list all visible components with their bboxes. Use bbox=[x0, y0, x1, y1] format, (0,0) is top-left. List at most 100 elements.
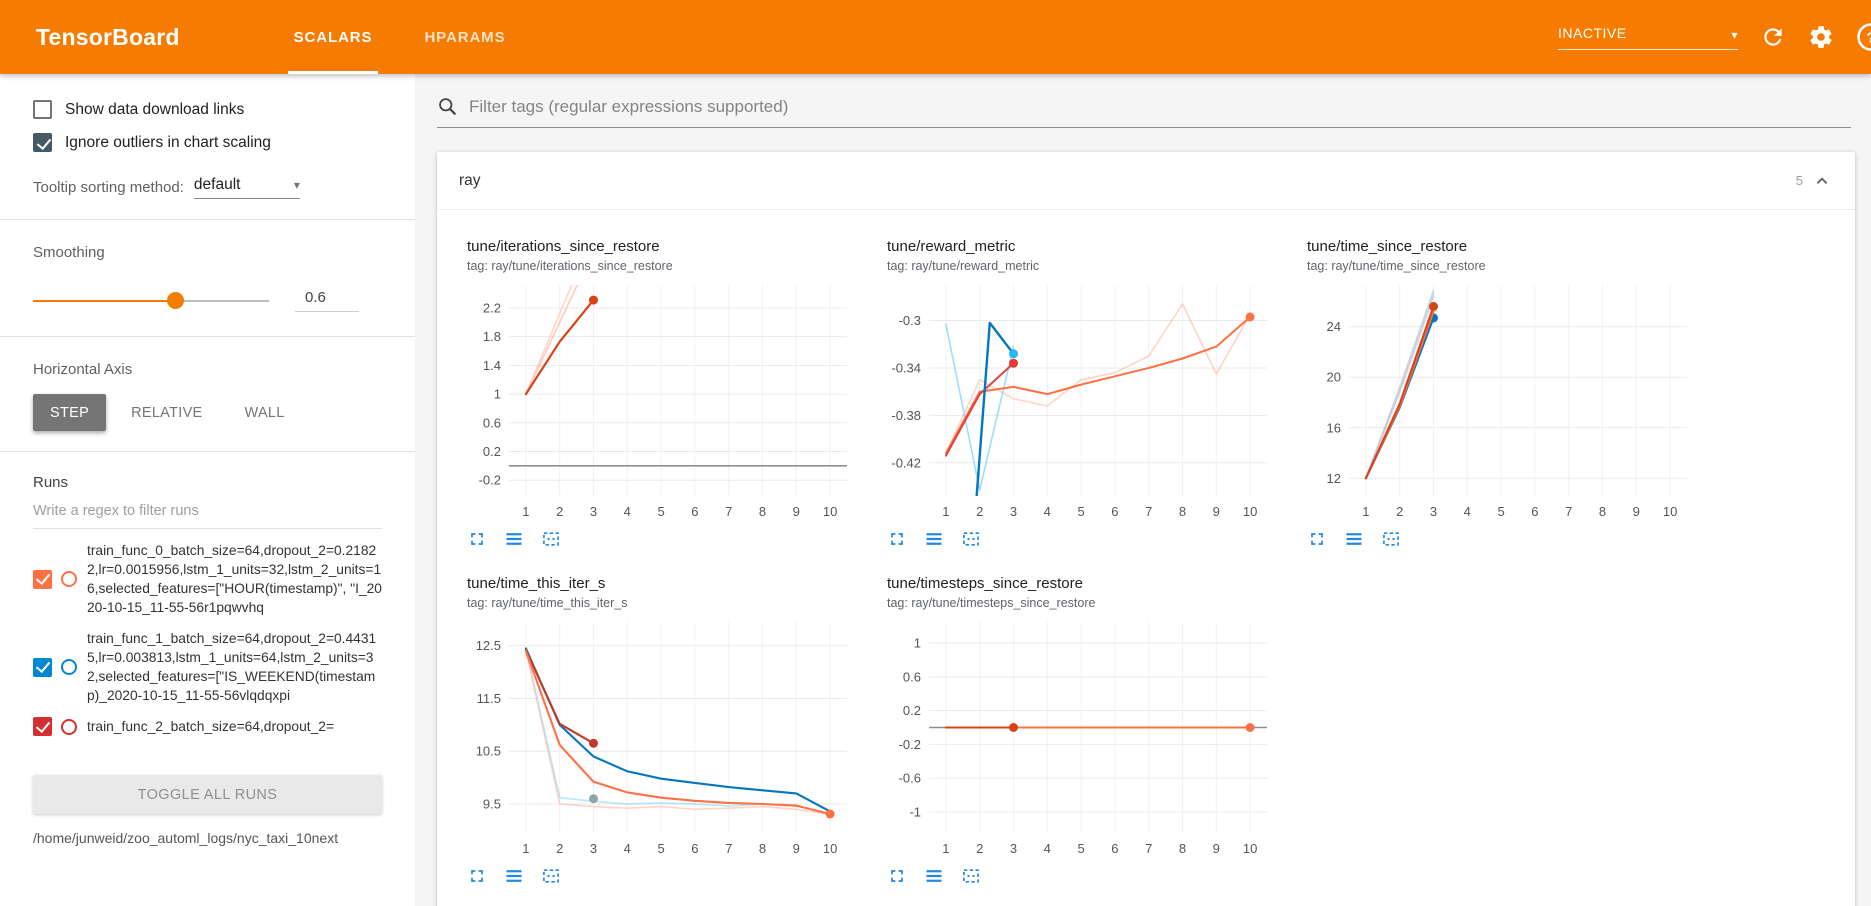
charts-grid: tune/iterations_since_restore tag: ray/t… bbox=[437, 210, 1855, 906]
pin-chart-icon[interactable] bbox=[961, 529, 981, 549]
svg-text:10: 10 bbox=[1243, 841, 1257, 856]
tooltip-sorting-value: default bbox=[193, 176, 241, 193]
axis-wall-button[interactable]: WALL bbox=[244, 404, 285, 421]
chart-tag: tag: ray/tune/time_since_restore bbox=[1307, 259, 1486, 273]
run-item[interactable]: train_func_2_batch_size=64,dropout_2= bbox=[33, 717, 382, 737]
run-item[interactable]: train_func_0_batch_size=64,dropout_2=0.2… bbox=[33, 541, 382, 617]
svg-text:4: 4 bbox=[1464, 504, 1471, 519]
run-checkbox[interactable] bbox=[33, 717, 52, 737]
pin-chart-icon[interactable] bbox=[541, 529, 561, 549]
chart-card: tune/time_this_iter_s tag: ray/tune/time… bbox=[457, 575, 869, 886]
run-checkbox[interactable] bbox=[33, 657, 52, 677]
caret-down-icon: ▾ bbox=[1731, 27, 1738, 42]
svg-text:10.5: 10.5 bbox=[476, 744, 501, 759]
svg-text:3: 3 bbox=[1430, 504, 1437, 519]
checkbox-label: Show data download links bbox=[65, 100, 245, 118]
smoothing-value-input[interactable]: 0.6 bbox=[295, 289, 359, 312]
data-table-icon[interactable] bbox=[504, 866, 524, 886]
search-icon bbox=[437, 96, 458, 117]
svg-text:10: 10 bbox=[1243, 504, 1257, 519]
svg-text:7: 7 bbox=[1145, 841, 1152, 856]
svg-text:5: 5 bbox=[1077, 504, 1084, 519]
svg-text:-0.3: -0.3 bbox=[899, 313, 921, 328]
help-icon[interactable]: ? bbox=[1856, 22, 1871, 52]
toggle-all-runs-button[interactable]: TOGGLE ALL RUNS bbox=[33, 775, 382, 814]
tag-filter-input[interactable] bbox=[469, 96, 1851, 117]
chart-tag: tag: ray/tune/iterations_since_restore bbox=[467, 259, 673, 273]
run-radio[interactable] bbox=[61, 718, 77, 735]
status-dropdown[interactable]: INACTIVE ▾ bbox=[1558, 25, 1738, 50]
expand-chart-icon[interactable] bbox=[887, 866, 907, 886]
runs-filter-input[interactable] bbox=[33, 491, 382, 529]
svg-text:6: 6 bbox=[691, 841, 698, 856]
tab-scalars[interactable]: SCALARS bbox=[268, 0, 399, 74]
smoothing-slider[interactable] bbox=[33, 292, 269, 309]
checkbox-label: Ignore outliers in chart scaling bbox=[65, 133, 271, 151]
show-data-download-links-checkbox[interactable] bbox=[33, 100, 52, 119]
svg-text:0.6: 0.6 bbox=[483, 415, 501, 430]
svg-text:9: 9 bbox=[1633, 504, 1640, 519]
run-radio[interactable] bbox=[61, 659, 77, 676]
run-checkbox[interactable] bbox=[33, 569, 52, 589]
pin-chart-icon[interactable] bbox=[1381, 529, 1401, 549]
tab-hparams[interactable]: HPARAMS bbox=[424, 28, 506, 46]
axis-relative-button[interactable]: RELATIVE bbox=[131, 404, 203, 421]
scalar-line-chart[interactable]: -0.2 0.2 0.6 1 1.4 1.8 2.2 1 2 3 4 5 6 7 8 9 10 bbox=[457, 279, 857, 524]
run-radio[interactable] bbox=[61, 571, 77, 588]
scalar-line-chart[interactable]: -0.42 -0.38 -0.34 -0.3 1 2 3 4 5 6 7 8 9 10 bbox=[877, 279, 1277, 524]
svg-text:2: 2 bbox=[556, 841, 563, 856]
smoothing-slider-thumb[interactable] bbox=[166, 292, 184, 309]
expand-chart-icon[interactable] bbox=[467, 866, 487, 886]
svg-text:4: 4 bbox=[624, 841, 631, 856]
svg-text:2: 2 bbox=[976, 504, 983, 519]
svg-text:1: 1 bbox=[522, 841, 529, 856]
svg-text:3: 3 bbox=[590, 504, 597, 519]
svg-text:3: 3 bbox=[590, 841, 597, 856]
svg-text:5: 5 bbox=[657, 841, 664, 856]
tooltip-sorting-select[interactable]: default ▾ bbox=[193, 176, 300, 199]
expand-chart-icon[interactable] bbox=[887, 529, 907, 549]
horizontal-axis-label: Horizontal Axis bbox=[33, 361, 133, 378]
runs-list: train_func_0_batch_size=64,dropout_2=0.2… bbox=[33, 541, 382, 773]
scalar-line-chart[interactable]: -1 -0.6 -0.2 0.2 0.6 1 1 2 3 4 5 6 7 8 9 10 bbox=[877, 616, 1277, 861]
pin-chart-icon[interactable] bbox=[961, 866, 981, 886]
data-table-icon[interactable] bbox=[504, 529, 524, 549]
svg-text:3: 3 bbox=[1010, 504, 1017, 519]
svg-text:7: 7 bbox=[725, 841, 732, 856]
run-item[interactable]: train_func_1_batch_size=64,dropout_2=0.4… bbox=[33, 629, 382, 705]
settings-gear-icon[interactable] bbox=[1808, 24, 1834, 50]
svg-text:5: 5 bbox=[657, 504, 664, 519]
expand-chart-icon[interactable] bbox=[1307, 529, 1327, 549]
pin-chart-icon[interactable] bbox=[541, 866, 561, 886]
run-name: train_func_1_batch_size=64,dropout_2=0.4… bbox=[87, 631, 377, 704]
data-table-icon[interactable] bbox=[924, 866, 944, 886]
svg-text:4: 4 bbox=[1044, 841, 1051, 856]
data-table-icon[interactable] bbox=[1344, 529, 1364, 549]
scalar-line-chart[interactable]: 9.5 10.5 11.5 12.5 1 2 3 4 5 6 7 8 9 10 bbox=[457, 616, 857, 861]
tooltip-sorting-row: Tooltip sorting method: default ▾ bbox=[33, 176, 382, 199]
svg-text:7: 7 bbox=[1145, 504, 1152, 519]
log-directory-path: /home/junweid/zoo_automl_logs/nyc_taxi_1… bbox=[33, 830, 339, 846]
svg-text:6: 6 bbox=[1111, 841, 1118, 856]
svg-text:7: 7 bbox=[725, 504, 732, 519]
svg-text:6: 6 bbox=[1111, 504, 1118, 519]
chart-tag: tag: ray/tune/timesteps_since_restore bbox=[887, 596, 1096, 610]
svg-text:1: 1 bbox=[522, 504, 529, 519]
ignore-outliers-checkbox[interactable] bbox=[33, 133, 52, 152]
ignore-outliers-row[interactable]: Ignore outliers in chart scaling bbox=[33, 133, 382, 152]
chart-card: tune/time_since_restore tag: ray/tune/ti… bbox=[1297, 238, 1709, 549]
refresh-icon[interactable] bbox=[1760, 24, 1786, 50]
svg-text:24: 24 bbox=[1327, 319, 1341, 334]
axis-step-button[interactable]: STEP bbox=[33, 394, 107, 431]
svg-text:4: 4 bbox=[1044, 504, 1051, 519]
svg-text:9: 9 bbox=[1213, 841, 1220, 856]
tag-group-header[interactable]: ray 5 bbox=[437, 152, 1855, 210]
runs-section: Runs train_func_0_batch_size=64,dropout_… bbox=[0, 452, 415, 848]
data-table-icon[interactable] bbox=[924, 529, 944, 549]
show-data-download-links-row[interactable]: Show data download links bbox=[33, 100, 382, 119]
svg-text:11.5: 11.5 bbox=[477, 691, 501, 706]
chart-tag: tag: ray/tune/reward_metric bbox=[887, 259, 1040, 273]
collapse-chevron-icon[interactable] bbox=[1811, 170, 1833, 192]
expand-chart-icon[interactable] bbox=[467, 529, 487, 549]
